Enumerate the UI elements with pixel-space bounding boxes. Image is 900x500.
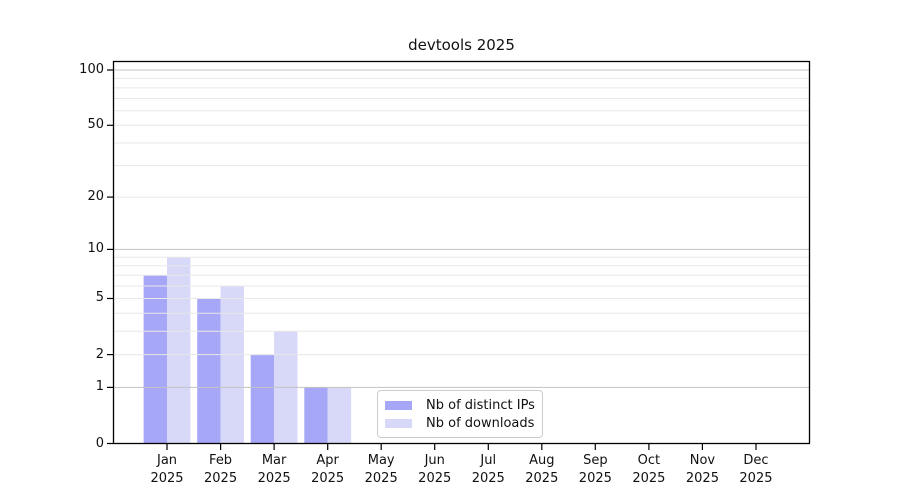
bar-downloads-apr [327,387,352,444]
legend: Nb of distinct IPs Nb of downloads [377,390,543,438]
tick-marks-layer [107,69,757,450]
x-tick-label-mar: Mar 2025 [257,453,291,486]
legend-swatch-downloads [385,418,412,428]
y-tick-label-10: 10 [87,241,104,257]
y-tick-label-5: 5 [95,290,104,306]
bar-distinct-ips-mar [250,354,275,444]
x-tick-label-dec: Dec 2025 [739,453,773,486]
x-tick-label-sep: Sep 2025 [578,453,612,486]
x-tick-label-aug: Aug 2025 [525,453,559,486]
y-tick-label-20: 20 [87,189,104,205]
plot-frame [112,60,811,445]
x-tick-label-jan: Jan 2025 [150,453,184,486]
legend-item-downloads: Nb of downloads [385,414,534,432]
y-tick-label-100: 100 [79,62,104,77]
y-tick-label-2: 2 [95,346,104,362]
x-tick-label-oct: Oct 2025 [632,453,666,486]
bar-downloads-feb [220,286,244,444]
x-tick-label-jul: Jul 2025 [471,453,505,486]
x-tick-label-feb: Feb 2025 [204,453,238,486]
legend-item-distinct-ips: Nb of distinct IPs [385,396,535,414]
y-tick-label-0: 0 [95,435,104,451]
legend-label-downloads: Nb of downloads [426,415,535,431]
bars-layer [143,257,352,444]
bar-downloads-jan [167,257,191,444]
chart-title: devtools 2025 [408,36,515,54]
x-tick-label-may: May 2025 [364,453,398,486]
legend-label-distinct-ips: Nb of distinct IPs [426,397,535,413]
x-tick-label-apr: Apr 2025 [311,453,345,486]
bar-distinct-ips-apr [304,387,328,444]
gridlines-layer [113,69,810,388]
bar-distinct-ips-jan [143,275,167,444]
x-tick-label-nov: Nov 2025 [685,453,719,486]
x-tick-label-jun: Jun 2025 [418,453,452,486]
y-tick-label-1: 1 [95,379,104,395]
legend-swatch-distinct-ips [385,400,412,410]
y-tick-label-50: 50 [87,117,104,133]
bar-distinct-ips-feb [197,298,221,444]
